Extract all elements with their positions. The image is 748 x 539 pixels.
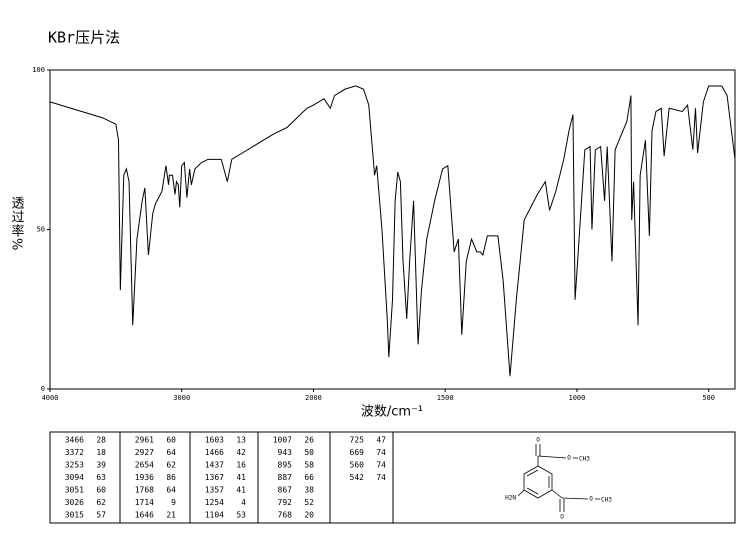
table-cell: 62 xyxy=(96,498,106,507)
y-axis-label: 透过率% xyxy=(9,196,25,251)
table-cell: 28 xyxy=(96,436,106,445)
table-cell: 2927 xyxy=(135,448,154,457)
table-cell: 3466 xyxy=(65,436,84,445)
table-cell: 1768 xyxy=(135,486,154,495)
table-cell: 867 xyxy=(278,486,293,495)
structure-label: O xyxy=(589,496,593,503)
table-cell: 3015 xyxy=(65,511,84,520)
table-cell: 943 xyxy=(278,448,293,457)
structure-label: O xyxy=(567,455,571,462)
table-cell: 60 xyxy=(96,486,106,495)
table-cell: 16 xyxy=(236,461,246,470)
x-tick-label: 1500 xyxy=(437,394,454,402)
table-cell: 1437 xyxy=(205,461,224,470)
table-cell: 62 xyxy=(166,461,176,470)
table-cell: 9 xyxy=(171,498,176,507)
x-tick-label: 1000 xyxy=(568,394,585,402)
x-tick-label: 4000 xyxy=(42,394,59,402)
table-cell: 20 xyxy=(304,511,314,520)
x-tick-label: 2000 xyxy=(305,394,322,402)
table-cell: 1104 xyxy=(205,511,224,520)
table-cell: 1007 xyxy=(273,436,292,445)
table-cell: 792 xyxy=(278,498,293,507)
x-tick-label: 3000 xyxy=(173,394,190,402)
structure-label: CH3 xyxy=(579,456,590,463)
table-cell: 63 xyxy=(96,473,106,482)
table-cell: 1254 xyxy=(205,498,224,507)
table-cell: 542 xyxy=(350,473,365,482)
table-cell: 42 xyxy=(236,448,246,457)
table-cell: 2961 xyxy=(135,436,154,445)
y-tick-label: 50 xyxy=(37,226,45,234)
table-cell: 50 xyxy=(304,448,314,457)
table-cell: 3051 xyxy=(65,486,84,495)
table-cell: 768 xyxy=(278,511,293,520)
plot-frame xyxy=(49,69,736,390)
table-cell: 58 xyxy=(304,461,314,470)
table-cell: 725 xyxy=(350,436,365,445)
table-cell: 1357 xyxy=(205,486,224,495)
table-cell: 74 xyxy=(376,461,386,470)
table-cell: 39 xyxy=(96,461,106,470)
table-cell: 3094 xyxy=(65,473,84,482)
table-cell: 53 xyxy=(236,511,246,520)
table-cell: 895 xyxy=(278,461,293,470)
structure-label: O xyxy=(536,437,540,444)
table-cell: 669 xyxy=(350,448,365,457)
table-cell: 1367 xyxy=(205,473,224,482)
table-cell: 57 xyxy=(96,511,106,520)
table-cell: 2654 xyxy=(135,461,154,470)
table-cell: 26 xyxy=(304,436,314,445)
spectrum-line xyxy=(49,85,736,377)
table-cell: 47 xyxy=(376,436,386,445)
table-cell: 41 xyxy=(236,473,246,482)
table-cell: 560 xyxy=(350,461,365,470)
chart-title: KBr压片法 xyxy=(48,29,120,47)
table-cell: 1936 xyxy=(135,473,154,482)
x-axis-label: 波数/cm⁻¹ xyxy=(361,405,423,420)
table-cell: 66 xyxy=(304,473,314,482)
table-cell: 52 xyxy=(304,498,314,507)
structure-drawing xyxy=(517,444,600,512)
table-cell: 1466 xyxy=(205,448,224,457)
structure-label: O xyxy=(560,514,564,521)
table-cell: 3253 xyxy=(65,461,84,470)
table-cell: 86 xyxy=(166,473,176,482)
table-cell: 60 xyxy=(166,436,176,445)
table-cell: 74 xyxy=(376,473,386,482)
x-tick-label: 500 xyxy=(702,394,715,402)
table-cell: 1714 xyxy=(135,498,154,507)
table-cell: 3372 xyxy=(65,448,84,457)
table-cell: 4 xyxy=(241,498,246,507)
table-cell: 13 xyxy=(236,436,246,445)
table-cell: 1603 xyxy=(205,436,224,445)
table-cell: 21 xyxy=(166,511,176,520)
table-cell: 38 xyxy=(304,486,314,495)
y-tick-label: 0 xyxy=(41,385,45,393)
structure-label: CH3 xyxy=(601,497,612,504)
table-cell: 1646 xyxy=(135,511,154,520)
table-cell: 3026 xyxy=(65,498,84,507)
y-tick-label: 100 xyxy=(32,66,45,74)
table-cell: 41 xyxy=(236,486,246,495)
structure-label: H2N xyxy=(505,495,516,502)
table-cell: 64 xyxy=(166,486,176,495)
table-cell: 887 xyxy=(278,473,293,482)
table-cell: 74 xyxy=(376,448,386,457)
table-cell: 64 xyxy=(166,448,176,457)
table-cell: 18 xyxy=(96,448,106,457)
